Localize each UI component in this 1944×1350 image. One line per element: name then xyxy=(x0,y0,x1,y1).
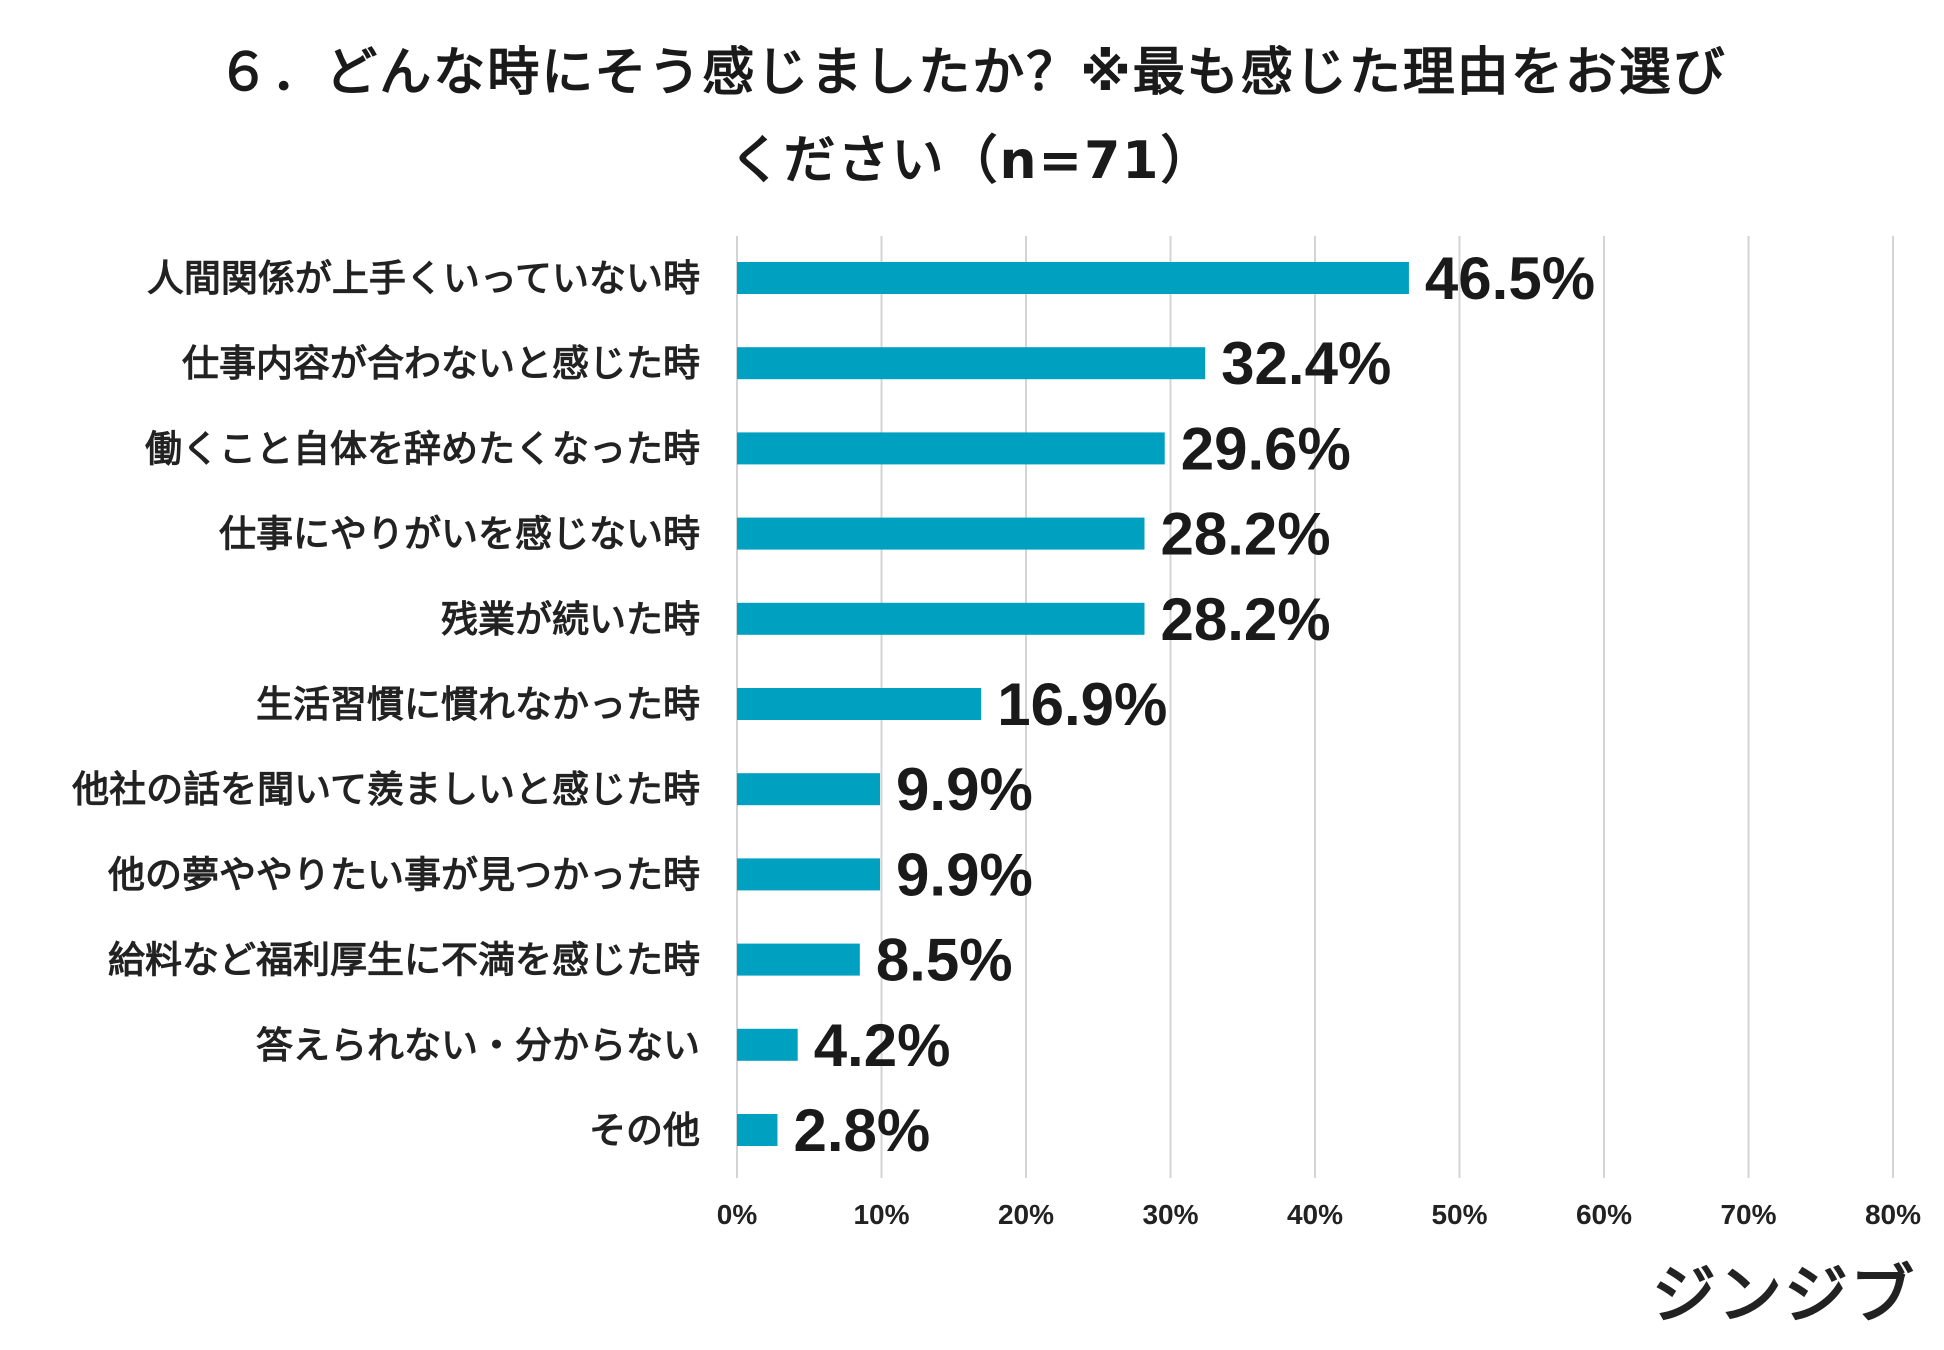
value-label: 9.9% xyxy=(896,756,1033,823)
category-label: 仕事にやりがいを感じない時 xyxy=(219,513,700,556)
bar xyxy=(737,688,982,720)
chart-title-line2: ください（n=71） xyxy=(729,131,1215,191)
category-label: 給料など福利厚生に不満を感じた時 xyxy=(108,939,700,982)
bar xyxy=(737,602,1145,635)
category-label: その他 xyxy=(589,1109,700,1152)
x-tick-label: 70% xyxy=(1720,1199,1776,1230)
x-tick-label: 50% xyxy=(1431,1199,1487,1230)
value-label: 4.2% xyxy=(814,1012,951,1079)
x-tick-label: 10% xyxy=(853,1199,909,1230)
x-tick-label: 60% xyxy=(1576,1199,1632,1230)
value-label: 29.6% xyxy=(1181,415,1351,482)
value-label: 28.2% xyxy=(1160,586,1330,653)
bar xyxy=(737,1114,778,1146)
bar xyxy=(737,773,881,806)
value-label: 46.5% xyxy=(1425,245,1595,312)
category-label: 残業が続いた時 xyxy=(441,598,700,641)
category-label: 人間関係が上手くいっていない時 xyxy=(147,257,700,300)
x-tick-label: 0% xyxy=(717,1199,758,1230)
chart-title-line1: ６．どんな時にそう感じましたか？※最も感じた理由をお選び xyxy=(217,43,1727,103)
value-label: 32.4% xyxy=(1221,330,1391,397)
brand-logo: ジンジブ xyxy=(1652,1259,1916,1333)
x-tick-label: 20% xyxy=(998,1199,1054,1230)
bar xyxy=(737,347,1206,380)
category-label: 働くこと自体を辞めたくなった時 xyxy=(145,427,700,470)
category-label: 答えられない・分からない xyxy=(256,1024,700,1067)
x-tick-label: 80% xyxy=(1865,1199,1921,1230)
bar xyxy=(737,517,1145,550)
bar xyxy=(737,858,881,891)
category-label: 他の夢ややりたい事が見つかった時 xyxy=(107,853,700,896)
value-label: 2.8% xyxy=(793,1097,930,1164)
value-label: 28.2% xyxy=(1160,501,1330,568)
category-label: 他社の話を聞いて羨ましいと感じた時 xyxy=(71,768,700,811)
bar xyxy=(737,262,1409,294)
value-label: 8.5% xyxy=(876,927,1013,994)
x-tick-label: 40% xyxy=(1287,1199,1343,1230)
category-label: 生活習慣に慣れなかった時 xyxy=(256,683,700,726)
category-label: 仕事内容が合わないと感じた時 xyxy=(182,342,700,385)
bar xyxy=(737,943,860,976)
value-label: 9.9% xyxy=(896,841,1033,908)
x-tick-label: 30% xyxy=(1142,1199,1198,1230)
value-label: 16.9% xyxy=(997,671,1167,738)
bar xyxy=(737,1028,798,1061)
bar xyxy=(737,432,1165,465)
